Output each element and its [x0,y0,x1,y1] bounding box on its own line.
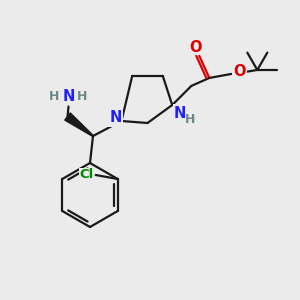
Text: H: H [49,90,60,103]
Text: N: N [174,106,186,121]
Text: H: H [77,90,88,103]
Text: N: N [62,89,75,104]
Polygon shape [65,113,93,136]
Text: O: O [233,64,246,80]
Text: Cl: Cl [80,169,94,182]
Text: H: H [185,112,195,125]
Text: O: O [189,40,202,56]
Text: N: N [109,110,122,125]
